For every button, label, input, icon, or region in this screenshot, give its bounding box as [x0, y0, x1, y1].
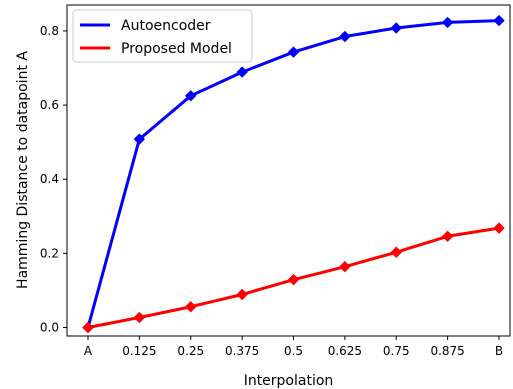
y-tick-label-4: 0.8: [40, 24, 59, 38]
data-point-autoencoder-3: [236, 66, 248, 78]
data-point-autoencoder-2: [185, 90, 197, 102]
y-tick-label-2: 0.4: [40, 172, 59, 186]
data-point-proposed-model-7: [441, 230, 454, 242]
legend-label-proposed-model: Proposed Model: [121, 41, 232, 57]
data-point-proposed-model-0: [82, 321, 94, 334]
y-tick-label-3: 0.6: [40, 98, 59, 112]
data-point-proposed-model-2: [185, 301, 197, 313]
x-tick-label-2: 0.25: [177, 344, 204, 358]
data-point-autoencoder-4: [287, 46, 300, 58]
data-point-proposed-model-1: [133, 311, 146, 324]
data-point-autoencoder-8: [493, 14, 505, 27]
x-tick-label-8: B: [495, 344, 503, 358]
x-tick-label-1: 0.125: [122, 344, 156, 358]
x-tick-label-4: 0.5: [284, 344, 303, 358]
data-point-autoencoder-5: [339, 30, 351, 43]
legend: Autoencoder Proposed Model: [72, 9, 253, 63]
x-tick-label-3: 0.375: [225, 344, 259, 358]
data-point-autoencoder-6: [390, 22, 402, 34]
series-layer: [82, 14, 505, 334]
data-point-autoencoder-1: [133, 133, 146, 145]
y-axis-label: Hamming Distance to datapoint A: [15, 51, 31, 289]
data-point-proposed-model-6: [390, 246, 402, 258]
x-tick-label-7: 0.875: [430, 344, 464, 358]
plot-frame: [66, 4, 511, 337]
data-point-proposed-model-5: [339, 260, 351, 273]
data-point-autoencoder-7: [441, 16, 454, 29]
data-point-proposed-model-4: [287, 273, 300, 286]
legend-label-autoencoder: Autoencoder: [121, 18, 211, 34]
x-axis-label: Interpolation: [244, 373, 334, 389]
ticks-layer: A 0.125 0.25 0.375 0.5 0.625 0.75 0.875 B 0.0 0.2 0…: [40, 24, 503, 358]
data-point-proposed-model-3: [236, 288, 248, 301]
x-tick-label-0: A: [84, 344, 93, 358]
x-tick-label-5: 0.625: [328, 344, 362, 358]
y-tick-label-0: 0.0: [40, 320, 59, 334]
x-tick-label-6: 0.75: [383, 344, 410, 358]
y-tick-label-1: 0.2: [40, 246, 59, 260]
data-point-proposed-model-8: [493, 222, 505, 234]
legend-frame: [72, 9, 253, 63]
